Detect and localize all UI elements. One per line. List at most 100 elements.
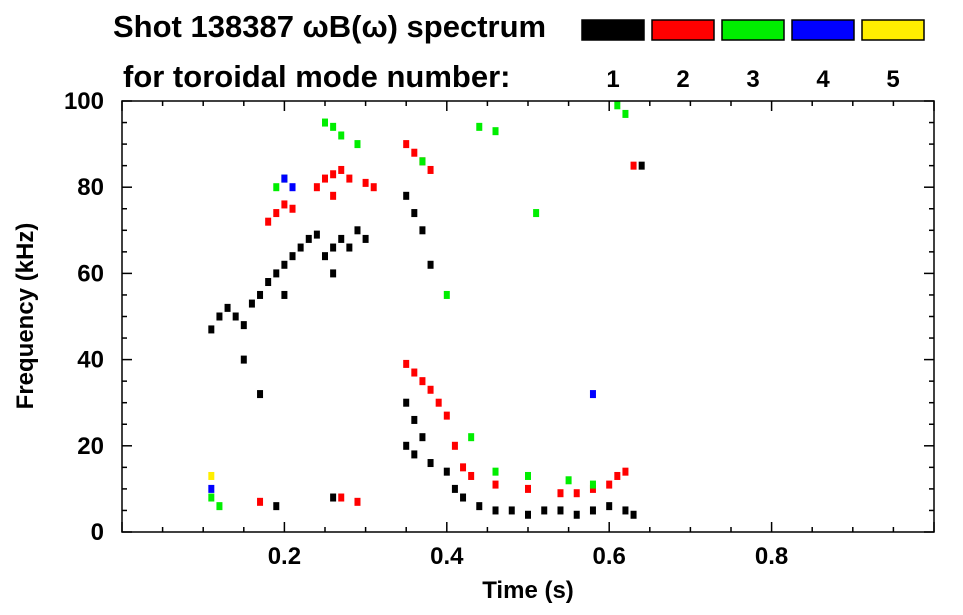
data-point-1-7	[265, 278, 272, 287]
data-point-2-15	[403, 359, 410, 368]
data-point-2-5	[322, 174, 328, 183]
x-tick-label-3: 0.8	[755, 543, 788, 570]
data-point-1-25	[411, 209, 418, 218]
data-point-2-9	[362, 178, 369, 187]
y-tick-label-5: 100	[64, 88, 104, 115]
data-point-2-31	[622, 467, 629, 476]
data-point-4-2	[589, 390, 596, 399]
data-point-1-24	[403, 191, 410, 200]
data-point-1-23	[330, 269, 337, 278]
data-point-3-14	[468, 433, 475, 442]
data-point-1-27	[427, 260, 434, 269]
data-point-1-1	[216, 312, 223, 321]
y-tick-label-4: 80	[77, 174, 104, 201]
data-point-1-50	[411, 415, 418, 424]
data-point-2-10	[370, 183, 377, 192]
data-point-1-19	[362, 234, 369, 243]
data-point-2-35	[354, 497, 361, 506]
data-point-1-46	[638, 161, 645, 170]
data-point-3-17	[565, 476, 572, 485]
legend: 1 2 3 4 5	[581, 19, 925, 93]
data-point-1-48	[330, 493, 337, 502]
axis-ticks: 0 20 40 60 80 100 0.2 0.4 0.6 0.8	[64, 88, 935, 570]
data-point-1-3	[232, 312, 239, 321]
data-point-3-18	[589, 480, 596, 489]
data-point-1-49	[403, 398, 410, 407]
legend-label-5: 5	[886, 66, 899, 93]
data-point-2-17	[419, 377, 426, 386]
legend-swatch-5	[861, 19, 925, 41]
chart-title: Shot 138387 ωB(ω) spectrum	[113, 9, 546, 44]
data-point-1-36	[492, 506, 499, 515]
data-point-1-18	[354, 226, 361, 235]
legend-swatch-3	[721, 19, 785, 41]
data-point-3-0	[273, 183, 280, 192]
data-point-5-0	[208, 471, 215, 480]
legend-label-1: 1	[606, 66, 619, 93]
data-point-2-29	[606, 480, 613, 489]
data-point-1-8	[273, 269, 280, 278]
data-point-2-11	[403, 140, 410, 149]
data-point-1-38	[525, 510, 531, 519]
data-point-3-3	[330, 122, 337, 131]
data-point-1-14	[322, 252, 328, 261]
data-point-1-10	[289, 252, 296, 261]
data-point-1-28	[403, 441, 410, 450]
data-point-2-2	[281, 200, 288, 209]
y-tick-label-2: 40	[77, 347, 104, 374]
y-tick-label-1: 20	[77, 433, 104, 460]
data-point-1-33	[451, 484, 458, 493]
legend-label-2: 2	[676, 66, 689, 93]
data-point-1-21	[257, 390, 264, 399]
data-point-4-1	[208, 484, 215, 493]
data-point-2-27	[573, 489, 580, 498]
data-point-1-43	[606, 502, 613, 511]
data-point-1-39	[541, 506, 548, 515]
data-point-2-3	[289, 204, 296, 213]
data-point-3-5	[354, 140, 361, 149]
data-point-1-42	[589, 506, 596, 515]
data-point-3-13	[443, 290, 450, 299]
legend-label-3: 3	[746, 66, 759, 93]
data-point-2-25	[525, 484, 531, 493]
data-point-2-24	[492, 480, 499, 489]
plot-frame	[121, 100, 935, 533]
data-point-3-7	[492, 127, 499, 136]
data-point-3-12	[216, 502, 223, 511]
data-point-1-15	[330, 243, 337, 252]
data-point-3-11	[208, 493, 215, 502]
data-point-2-19	[435, 398, 442, 407]
data-point-3-16	[525, 471, 531, 480]
data-point-1-9	[281, 260, 288, 269]
x-tick-label-2: 0.6	[593, 543, 626, 570]
data-point-1-11	[297, 243, 304, 252]
data-point-1-5	[248, 299, 255, 308]
data-point-1-16	[338, 234, 345, 243]
data-point-1-0	[208, 325, 215, 334]
data-point-2-33	[257, 497, 264, 506]
data-point-2-22	[460, 463, 467, 472]
data-point-1-13	[313, 230, 320, 239]
data-point-3-9	[614, 101, 621, 110]
data-point-1-32	[443, 467, 450, 476]
data-point-1-26	[419, 226, 426, 235]
data-point-1-29	[411, 450, 418, 459]
data-point-1-44	[622, 506, 629, 515]
data-point-1-17	[346, 243, 353, 252]
chart-subtitle: for toroidal mode number:	[123, 59, 511, 94]
data-point-1-31	[427, 459, 434, 468]
data-point-1-4	[240, 321, 247, 330]
data-point-2-21	[451, 441, 458, 450]
data-point-2-12	[411, 148, 418, 157]
data-point-1-41	[573, 510, 580, 519]
data-point-3-6	[476, 122, 483, 131]
data-point-2-34	[338, 493, 345, 502]
data-point-2-0	[265, 217, 272, 226]
y-tick-label-0: 0	[91, 519, 104, 546]
data-point-2-6	[330, 170, 337, 179]
data-point-3-10	[622, 109, 629, 118]
data-point-2-32	[630, 161, 637, 170]
data-point-2-36	[330, 191, 337, 200]
data-point-1-34	[460, 493, 467, 502]
